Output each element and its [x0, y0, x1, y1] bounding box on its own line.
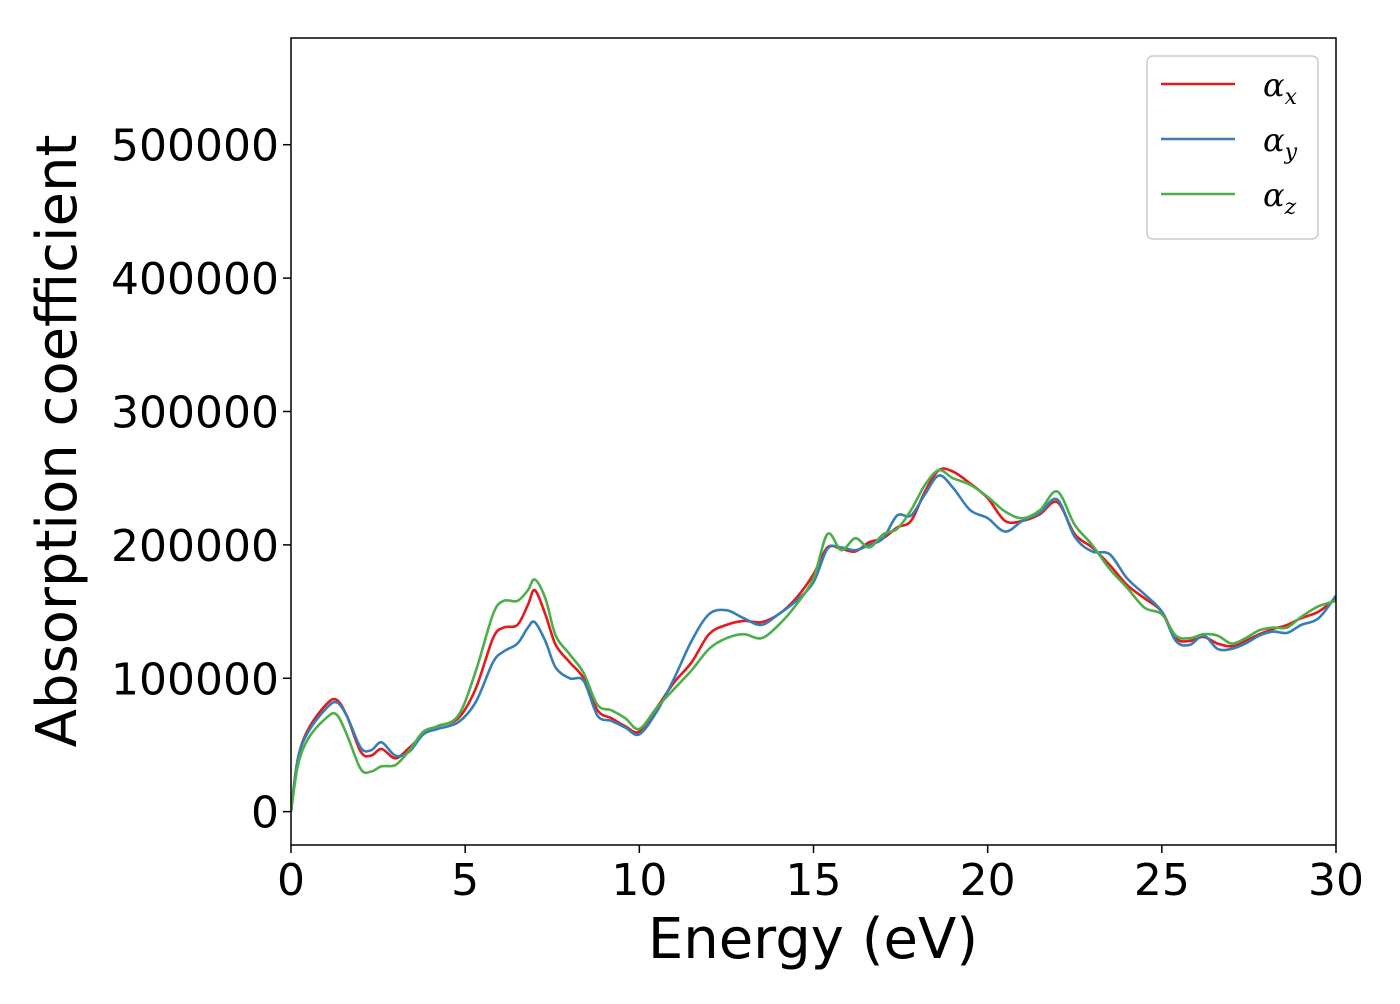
x-tick-label: 25 — [1134, 855, 1190, 906]
y-axis-ticks: 0 100000 200000 300000 400000 500000 — [111, 121, 291, 839]
y-tick-label: 500000 — [111, 121, 279, 172]
x-axis-label: Energy (eV) — [648, 907, 978, 972]
x-tick-label: 20 — [960, 855, 1016, 906]
series-line-x — [291, 467, 1336, 812]
y-tick-label: 400000 — [111, 254, 279, 305]
y-tick-label: 300000 — [111, 387, 279, 438]
legend-subscript: x — [1285, 85, 1298, 110]
y-axis-label: Absorption coefficient — [25, 135, 90, 748]
x-tick-label: 5 — [451, 855, 479, 906]
y-tick-label: 100000 — [111, 654, 279, 705]
plot-layer — [291, 467, 1336, 812]
x-tick-label: 30 — [1308, 855, 1364, 906]
series-line-y — [291, 474, 1336, 812]
y-tick-label: 200000 — [111, 521, 279, 572]
legend-subscript: y — [1284, 140, 1298, 165]
x-tick-label: 10 — [611, 855, 667, 906]
series-line-z — [291, 468, 1336, 812]
x-tick-label: 15 — [786, 855, 842, 906]
x-axis-ticks: 0 5 10 15 20 25 30 — [277, 845, 1364, 906]
y-tick-label: 0 — [251, 788, 279, 839]
x-tick-label: 0 — [277, 855, 305, 906]
legend-subscript: z — [1284, 195, 1297, 220]
